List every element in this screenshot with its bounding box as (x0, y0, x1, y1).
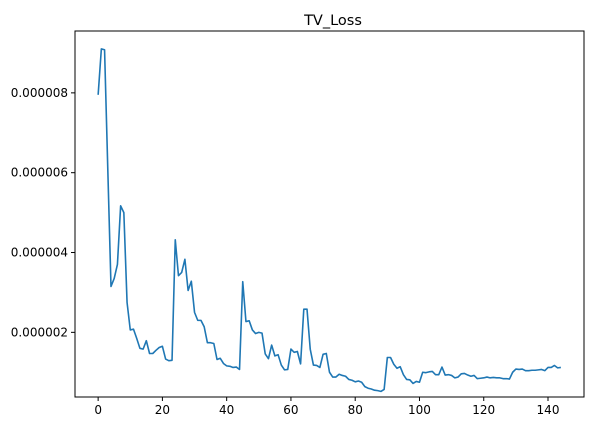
x-tick-label: 60 (283, 403, 298, 417)
x-tick-label: 120 (472, 403, 495, 417)
x-axis: 0 20 40 60 80 100 120 140 (94, 397, 559, 417)
plot-frame (74, 30, 585, 398)
x-tick-label: 20 (155, 403, 170, 417)
y-tick-label: 0.000008 (11, 86, 68, 100)
series-line (97, 48, 561, 393)
x-tick-label: 100 (408, 403, 431, 417)
x-tick-label: 80 (348, 403, 363, 417)
x-tick-label: 40 (219, 403, 234, 417)
x-tick-label: 140 (537, 403, 560, 417)
y-tick-label: 0.000006 (11, 166, 68, 180)
x-tick-label: 0 (94, 403, 102, 417)
y-tick-label: 0.000004 (11, 246, 68, 260)
chart-title: TV_Loss (303, 13, 362, 29)
y-axis: 0.000002 0.000004 0.000006 0.000008 (11, 86, 75, 339)
y-tick-label: 0.000002 (11, 325, 68, 339)
